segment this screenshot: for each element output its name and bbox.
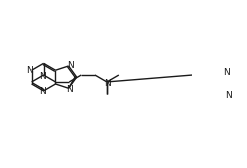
Text: N: N bbox=[104, 79, 111, 88]
Text: N: N bbox=[39, 87, 46, 96]
Text: N: N bbox=[67, 61, 74, 70]
Text: N: N bbox=[27, 66, 33, 75]
Text: N: N bbox=[39, 72, 46, 80]
Text: N: N bbox=[224, 68, 230, 76]
Text: N: N bbox=[225, 91, 231, 100]
Text: N: N bbox=[66, 85, 73, 94]
